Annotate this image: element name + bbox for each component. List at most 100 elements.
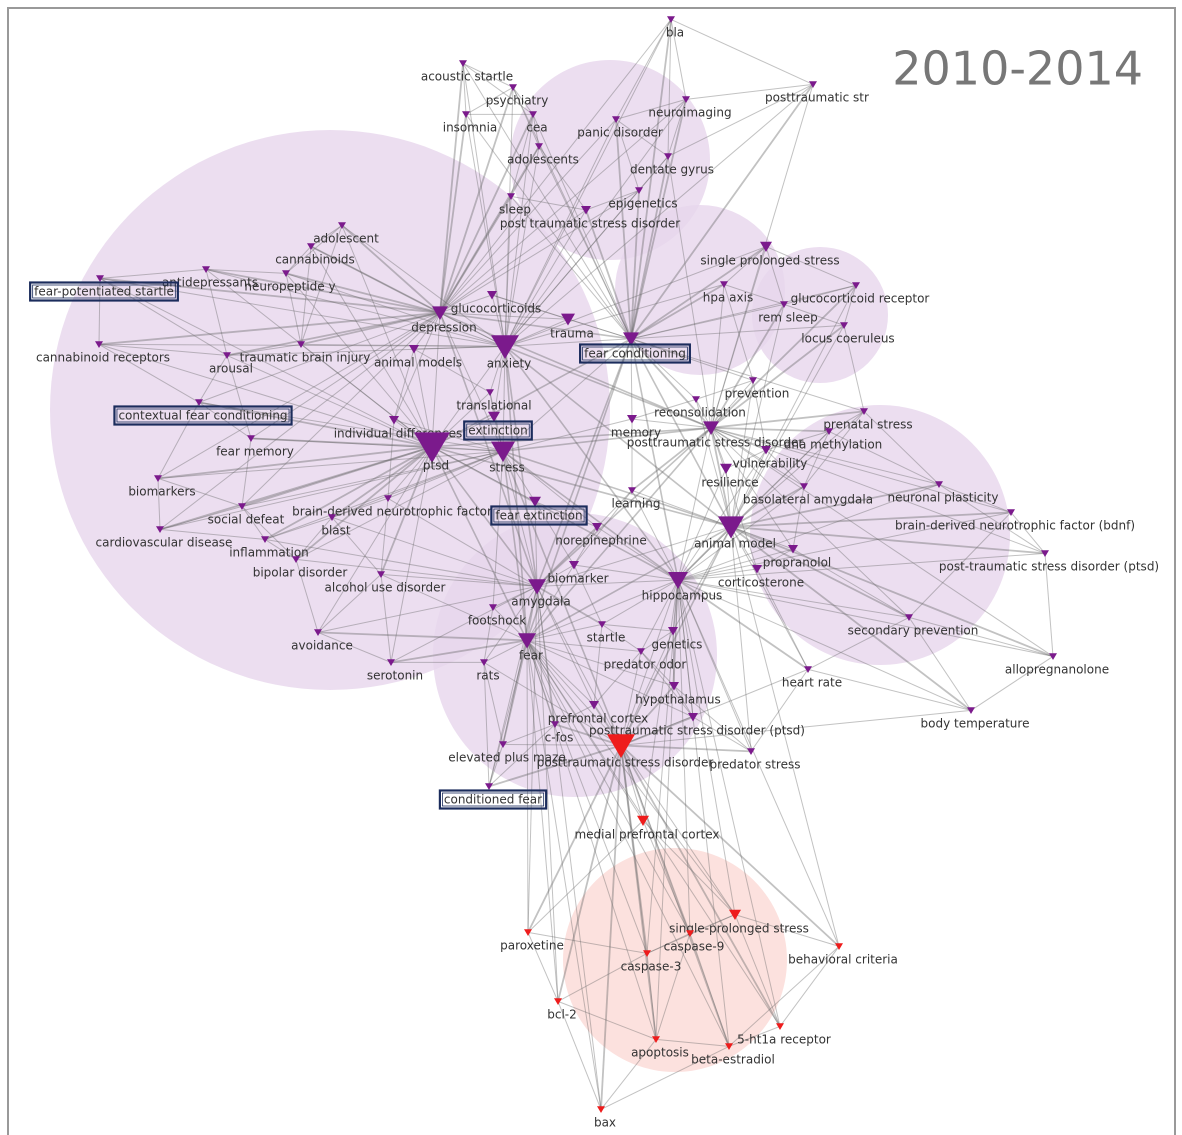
edge <box>710 427 940 485</box>
node-marker <box>581 206 591 215</box>
node-label: body temperature <box>921 717 1030 731</box>
edge <box>380 498 389 575</box>
highlight-box <box>579 343 691 364</box>
edge <box>226 354 433 448</box>
edge <box>673 685 752 752</box>
edge <box>264 538 297 560</box>
edge <box>526 639 642 652</box>
edge <box>413 312 441 350</box>
edge <box>670 18 814 85</box>
edge <box>295 517 333 560</box>
edge <box>585 209 632 340</box>
node-marker <box>592 523 602 532</box>
node-marker <box>760 241 772 252</box>
node-label: fear memory <box>216 445 294 459</box>
cluster <box>752 247 888 383</box>
edge <box>295 450 504 560</box>
edge <box>504 345 712 429</box>
edge <box>670 19 687 100</box>
edge <box>198 401 433 448</box>
edge <box>526 640 622 746</box>
node-marker <box>729 909 741 920</box>
edge <box>226 345 506 356</box>
node-marker <box>703 421 719 435</box>
edge <box>615 119 632 339</box>
edge <box>157 312 441 479</box>
node-label: posttraumatic stress disorder <box>627 436 804 450</box>
edge <box>783 284 857 305</box>
edge <box>483 662 504 745</box>
edge <box>710 410 865 429</box>
edge <box>439 312 632 340</box>
edge <box>491 294 569 320</box>
node-label: predator odor <box>604 658 687 672</box>
edge <box>536 586 602 1110</box>
node-marker <box>202 266 210 273</box>
edge <box>502 338 632 452</box>
edge <box>527 931 648 954</box>
node-label: adolescent <box>313 232 379 246</box>
node-label: acoustic startle <box>421 70 513 84</box>
edge <box>157 450 504 479</box>
node-marker <box>686 930 694 937</box>
edge <box>620 745 736 915</box>
node-marker <box>489 604 497 611</box>
edge <box>538 146 587 211</box>
edge <box>483 586 538 663</box>
edge <box>536 586 595 706</box>
edge <box>504 346 538 587</box>
node-marker <box>664 153 672 160</box>
edge <box>631 427 712 492</box>
edge <box>285 273 433 448</box>
edge <box>205 268 506 347</box>
edge <box>723 246 767 285</box>
node-marker <box>491 441 515 462</box>
node-marker <box>967 707 975 714</box>
edge <box>526 640 736 915</box>
edge <box>642 820 691 934</box>
edge <box>1044 553 1054 657</box>
edge <box>908 616 1054 657</box>
edge <box>526 640 529 933</box>
edge <box>557 745 622 1002</box>
node-marker <box>809 81 817 88</box>
node-marker <box>720 463 732 474</box>
edge <box>502 450 536 502</box>
node-label: adolescents <box>507 153 579 167</box>
node-label: bipolar disorder <box>253 566 348 580</box>
node-marker <box>529 111 537 118</box>
edge <box>526 640 730 1047</box>
node-label: rats <box>476 669 499 683</box>
edge <box>534 501 575 566</box>
edge <box>640 651 694 718</box>
edge <box>390 639 528 664</box>
edge <box>730 526 794 550</box>
node-label: trauma <box>550 327 594 341</box>
node-marker <box>487 291 497 300</box>
node-marker <box>509 84 517 91</box>
edge <box>502 450 598 528</box>
edge <box>677 579 694 718</box>
highlight-box-inner <box>582 346 688 361</box>
node-label: anxiety <box>487 357 532 371</box>
node-marker <box>652 1036 660 1043</box>
edge <box>488 724 556 787</box>
node-marker <box>282 270 290 277</box>
edge <box>908 617 972 711</box>
highlight-box-inner <box>466 423 530 438</box>
edge <box>677 526 732 581</box>
edge <box>620 745 730 1047</box>
edge <box>638 156 669 191</box>
edge <box>554 704 595 725</box>
edge <box>157 402 200 479</box>
edge <box>792 548 910 618</box>
edge <box>295 446 433 561</box>
edge <box>462 62 534 115</box>
edge <box>677 579 752 752</box>
edge <box>413 345 506 350</box>
node-label: norepinephrine <box>555 534 646 548</box>
node-marker <box>627 415 637 424</box>
edge <box>601 579 679 625</box>
edge <box>642 820 736 915</box>
